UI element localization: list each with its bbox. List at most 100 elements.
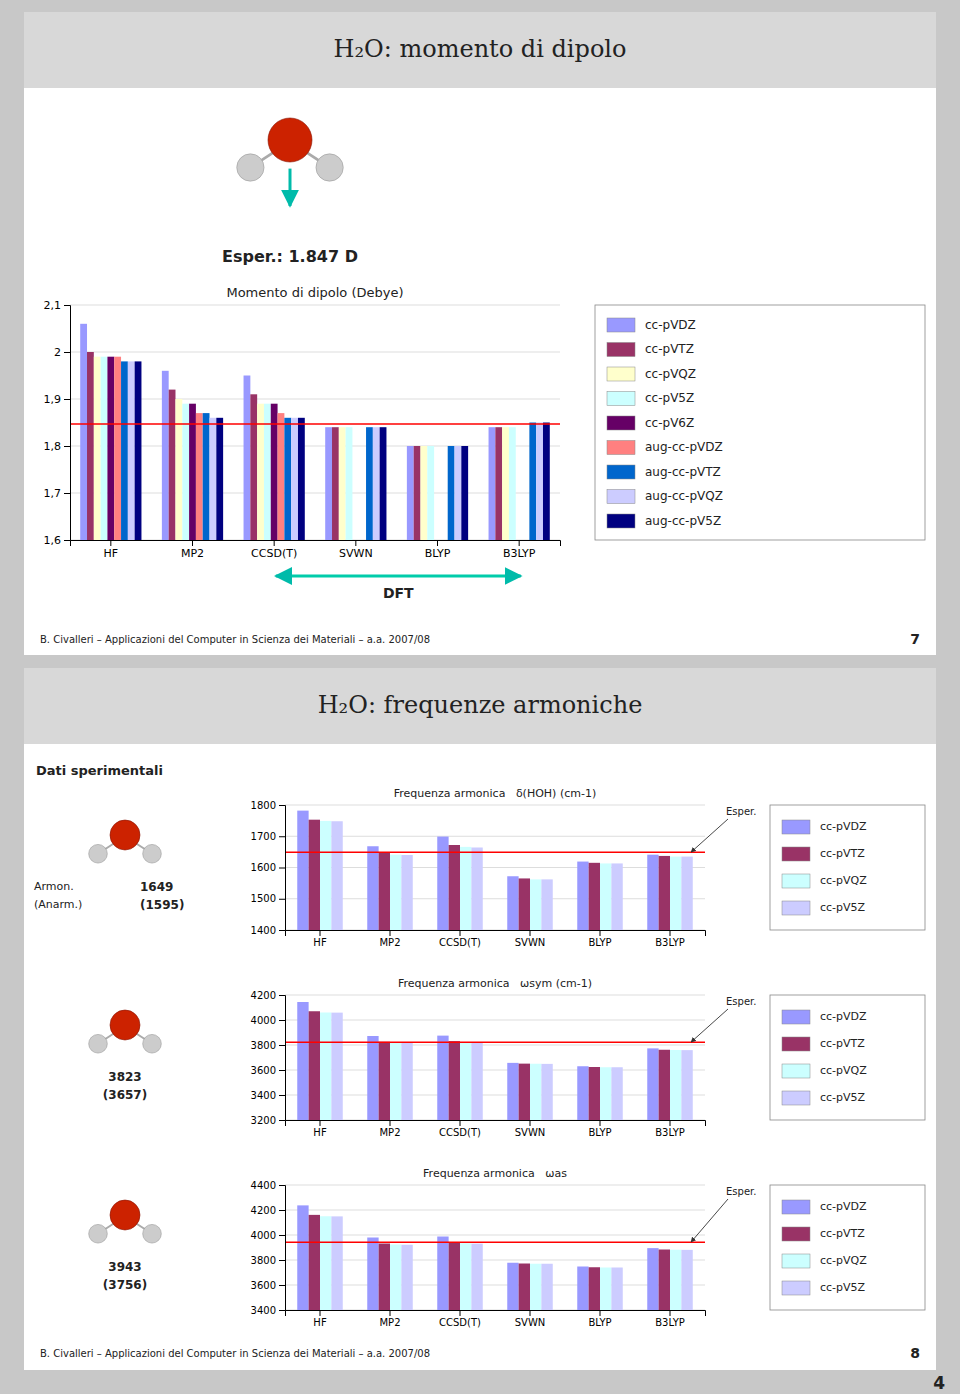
grid-line [70,446,560,447]
bar [611,863,622,930]
bar [529,423,536,541]
chart-title: Momento di dipolo (Debye) [226,285,403,300]
legend-swatch [607,367,635,381]
chart: 320034003600380040004200HFMP2CCSD(T)SVWN… [251,977,757,1138]
grid-line [285,1070,705,1071]
legend-swatch [607,392,635,406]
chart: 14001500160017001800HFMP2CCSD(T)SVWNBLYP… [251,787,757,948]
x-axis: HFMP2CCSD(T)SVWNBLYPB3LYP [286,930,706,948]
grid-line [70,493,560,494]
bar [611,1268,622,1311]
x-tick: BLYP [588,1120,611,1138]
tick-label: 1700 [251,831,276,842]
y-tick: 1800 [251,800,285,811]
x-axis: HFMP2CCSD(T)SVWNBLYPB3LYP [286,1120,706,1138]
bar [196,413,203,540]
tick-mark [274,540,275,546]
tick-mark [279,1235,285,1236]
grid-line [285,1260,705,1261]
bar [519,878,530,930]
bar [681,1050,692,1120]
annotation: (3657) [103,1088,147,1102]
legend-label: cc-pVDZ [820,1010,867,1023]
molecule [89,1200,162,1243]
axis-line [286,1311,706,1317]
grid-line [285,1235,705,1236]
tick-mark [670,1310,671,1316]
grid-line [285,1185,705,1186]
bar [530,879,541,930]
bar [309,1011,320,1120]
molecule [237,118,343,206]
x-tick: HF [313,1120,327,1138]
tick-label: HF [313,1317,327,1328]
x-tick: B3LYP [655,1120,685,1138]
tick-mark [279,1045,285,1046]
page-number: 7 [910,631,920,647]
legend-label: aug-cc-pVDZ [645,440,723,454]
bar [309,1215,320,1310]
tick-label: MP2 [379,1127,400,1138]
tick-mark [460,930,461,936]
background [0,0,960,1394]
x-tick: SVWN [515,1120,546,1138]
hydrogen-atom [89,844,108,863]
tick-mark [279,1260,285,1261]
legend-swatch [782,1091,810,1105]
legend-box [770,805,925,930]
bar [390,1043,401,1120]
annotation: Esper. [726,996,756,1007]
y-tick: 1600 [251,862,285,873]
bar [460,1042,471,1120]
legend-label: cc-pVDZ [645,318,696,332]
tick-label: 3600 [251,1280,276,1291]
axis-line [286,931,706,937]
y-tick: 3400 [251,1305,285,1316]
bar [541,879,552,930]
bar [325,427,332,540]
legend-box [770,1185,925,1310]
bar [495,427,502,540]
bar [379,1244,390,1311]
tick-mark [192,540,193,546]
x-axis: HFMP2CCSD(T)SVWNBLYPB3LYP [71,540,561,560]
tick-label: 4200 [251,990,276,1001]
bar [128,361,135,540]
tick-mark [279,1070,285,1071]
grid-line [285,1045,705,1046]
grid-line [70,399,560,400]
bar [437,837,448,930]
bar [420,446,427,540]
tick-mark [64,446,70,447]
legend-swatch [607,514,635,528]
tick-label: HF [313,937,327,948]
bar [659,1250,670,1311]
legend-swatch [782,901,810,915]
hydrogen-atom [89,1224,108,1243]
legend-label: cc-pV5Z [820,901,866,914]
x-tick: B3LYP [503,540,536,560]
tick-label: SVWN [515,937,546,948]
bar [407,446,414,540]
tick-label: B3LYP [503,547,536,560]
y-axis: 1,61,71,81,922,1 [44,299,71,547]
tick-mark [355,540,356,546]
tick-mark [279,1310,285,1311]
annotation: 3823 [108,1070,141,1084]
bar [427,446,434,540]
legend-label: aug-cc-pV5Z [645,514,721,528]
legend: cc-pVDZcc-pVTZcc-pVQZcc-pV5Z [770,995,925,1120]
y-tick: 1500 [251,893,285,904]
x-tick: B3LYP [655,1310,685,1328]
tick-label: 4000 [251,1015,276,1026]
tick-label: 1,9 [44,393,62,406]
bar [589,863,600,930]
legend-label: cc-pVQZ [820,1064,867,1077]
y-tick: 3600 [251,1280,285,1291]
legend-label: cc-pVTZ [820,1227,865,1240]
grid-line [285,1095,705,1096]
hydrogen-atom [316,154,343,181]
bar [530,1264,541,1310]
hydrogen-atom [143,1224,162,1243]
legend-label: cc-pVTZ [645,342,694,356]
